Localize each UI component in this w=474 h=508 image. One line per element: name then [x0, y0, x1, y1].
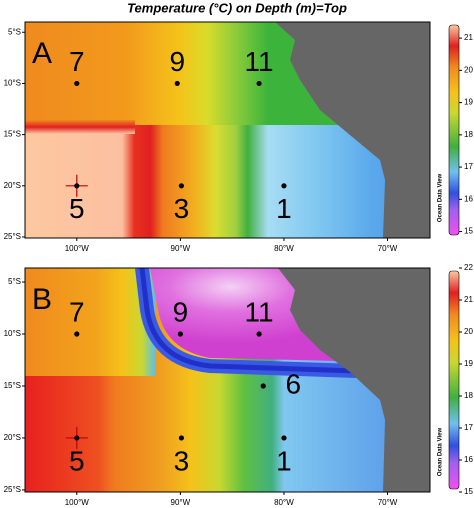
- station-label: 7: [69, 46, 85, 77]
- plot-frame: [24, 21, 431, 239]
- colorbar-tick-label: 19: [464, 98, 473, 107]
- colorbar-tick-label: 20: [464, 327, 473, 336]
- colorbar-tick-label: 18: [464, 391, 473, 400]
- y-tick-label: 5°S: [8, 277, 21, 286]
- station-label: 11: [245, 296, 274, 327]
- watermark: Ocean Data View: [438, 428, 444, 477]
- station-label: 7: [69, 296, 85, 327]
- station: [260, 383, 266, 389]
- station-label: 5: [69, 445, 85, 476]
- station: [178, 435, 185, 441]
- y-tick-label: 10°S: [4, 79, 21, 88]
- colorbar-tick-label: 16: [464, 194, 473, 203]
- panel-label: B: [32, 283, 52, 316]
- y-tick-label: 10°S: [4, 329, 21, 338]
- x-tick-label: 80°W: [274, 498, 294, 507]
- x-tick-label: 90°W: [171, 498, 191, 507]
- x-tick-label: 70°W: [378, 498, 398, 507]
- station-label: 11: [245, 46, 274, 77]
- colorbar-tick-label: 21: [464, 33, 473, 42]
- field-a: [25, 22, 430, 238]
- y-tick-label: 25°S: [4, 485, 21, 494]
- station: [174, 80, 180, 87]
- station: [178, 183, 185, 189]
- field-b: [25, 268, 430, 492]
- x-tick-label: 100°W: [65, 498, 90, 507]
- land: [278, 268, 430, 492]
- station: [177, 331, 183, 337]
- colorbar-tick-label: 15: [464, 227, 473, 236]
- y-tick-label: 20°S: [4, 181, 21, 190]
- plot-frame: [24, 267, 431, 493]
- colorbar-tick-label: 15: [464, 487, 473, 496]
- y-tick-label: 25°S: [4, 232, 21, 241]
- title: Temperature (°C) on Depth (m)=Top: [127, 0, 347, 15]
- station: [74, 435, 80, 441]
- panel-label: A: [32, 37, 52, 70]
- station: [281, 183, 287, 189]
- station-label: 1: [276, 193, 292, 224]
- colorbar-tick-label: 21: [464, 295, 473, 304]
- station-label: 5: [69, 193, 85, 224]
- x-tick-label: 70°W: [378, 244, 398, 253]
- colorbar-tick-label: 17: [464, 162, 473, 171]
- station: [256, 80, 262, 87]
- colorbar: [448, 24, 460, 236]
- colorbar-tick-label: 22: [464, 263, 473, 272]
- station-label: 3: [174, 445, 190, 476]
- colorbar-tick-label: 16: [464, 455, 473, 464]
- x-tick-label: 100°W: [65, 244, 90, 253]
- station-label: 9: [169, 46, 185, 77]
- station: [281, 435, 287, 441]
- station-label: 9: [173, 296, 189, 327]
- y-tick-label: 15°S: [4, 381, 21, 390]
- station: [74, 80, 80, 87]
- y-tick-label: 5°S: [8, 27, 21, 36]
- station: [74, 331, 80, 337]
- colorbar-tick-label: 20: [464, 65, 473, 74]
- y-tick-label: 15°S: [4, 130, 21, 139]
- colorbar-tick-label: 19: [464, 359, 473, 368]
- colorbar-tick-label: 17: [464, 423, 473, 432]
- station: [256, 331, 262, 337]
- station-label: 3: [174, 193, 190, 224]
- colorbar: [448, 270, 460, 490]
- x-tick-label: 90°W: [171, 244, 191, 253]
- station-label: 6: [285, 368, 301, 399]
- station-label: 1: [276, 445, 292, 476]
- x-tick-label: 80°W: [274, 244, 294, 253]
- y-tick-label: 20°S: [4, 433, 21, 442]
- land: [275, 22, 430, 238]
- watermark: Ocean Data View: [438, 174, 444, 223]
- colorbar-tick-label: 18: [464, 130, 473, 139]
- station: [74, 183, 80, 189]
